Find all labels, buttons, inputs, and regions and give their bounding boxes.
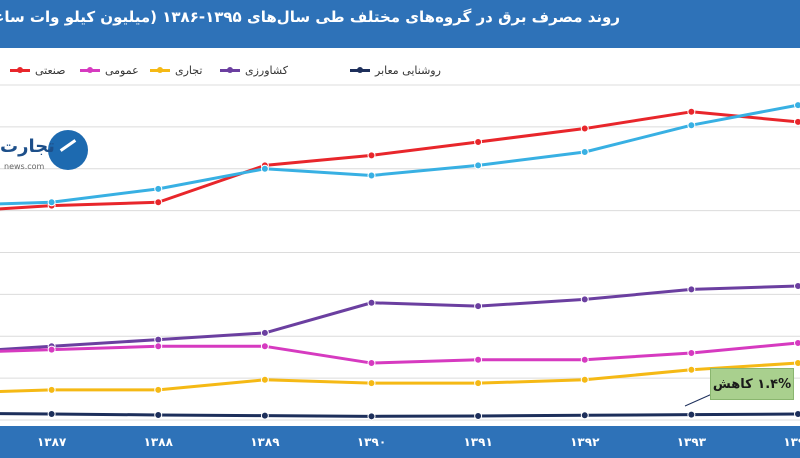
legend-item: تجاری [150,64,202,77]
x-axis-bar [0,426,800,458]
data-point-3-2 [154,342,163,351]
data-point-1-3 [260,164,269,173]
legend-label: کشاورزی [245,64,288,77]
brand-logo: تجارت news.com [0,128,92,182]
data-point-5-7 [687,410,696,419]
legend-item: کشاورزی [220,64,288,77]
legend: صنعتی عمومی تجاری کشاورزی روشنایی معابر [0,60,800,84]
data-point-4-8 [794,359,800,368]
data-point-2-3 [260,328,269,337]
data-point-2-4 [367,298,376,307]
data-point-1-6 [580,148,589,156]
data-point-5-8 [794,409,800,418]
data-point-1-4 [367,171,376,180]
data-point-4-7 [687,365,696,374]
x-tick-label: ۱۳۸۸ [144,435,174,449]
data-point-4-2 [154,385,163,394]
data-point-4-6 [580,375,589,384]
data-point-0-2 [154,198,163,207]
data-point-1-7 [687,121,696,130]
legend-swatch [220,66,240,73]
x-tick-label: ۱۳۹۳ [677,435,707,449]
data-point-2-6 [580,295,589,304]
data-point-3-5 [474,355,483,364]
x-tick-label: ۱۳۹۰ [357,435,386,449]
data-point-0-5 [474,137,483,146]
data-point-1-2 [154,184,163,193]
data-point-2-8 [794,282,800,290]
x-tick-label: ۱۳۹۲ [570,435,600,449]
data-point-5-4 [367,412,376,421]
data-point-2-7 [687,285,696,294]
annotation-box: ۱.۴% کاهش [710,368,794,400]
legend-swatch [350,66,370,73]
legend-label: روشنایی معابر [375,64,441,77]
data-point-0-7 [687,107,696,116]
legend-label: صنعتی [35,64,66,77]
data-point-3-8 [794,338,800,347]
data-point-3-7 [687,349,696,357]
data-point-5-1 [47,409,56,418]
legend-item: عمومی [80,64,139,77]
data-point-3-3 [260,342,269,351]
data-point-1-8 [794,101,800,110]
data-point-3-1 [47,345,56,354]
legend-label: عمومی [105,64,139,77]
logo-url: news.com [4,162,45,171]
x-tick-label: ۱۳۹۴ [783,435,800,449]
data-point-4-3 [260,375,269,384]
data-point-5-5 [474,411,483,420]
legend-label: تجاری [175,64,203,77]
x-tick-label: ۱۳۸۹ [250,435,280,449]
data-point-4-5 [474,379,483,388]
x-tick-label: ۱۳۸۷ [37,435,67,449]
logo-brand: تجارت [0,136,55,157]
data-point-1-5 [474,161,483,170]
legend-swatch [10,66,30,73]
data-point-2-5 [474,302,483,311]
logo-icon [48,130,88,170]
legend-swatch [80,66,100,73]
data-point-1-1 [47,198,56,207]
legend-item: صنعتی [10,64,65,77]
data-point-4-1 [47,385,56,394]
legend-item: روشنایی معابر [350,64,441,77]
annotation-arrow [684,393,713,407]
data-point-0-6 [580,124,589,133]
data-point-5-6 [580,411,589,420]
title-bar: روند مصرف برق در گروه‌های مختلف طی سال‌ه… [0,0,800,48]
data-point-3-6 [580,355,589,364]
data-point-0-4 [367,151,376,160]
data-point-4-4 [367,379,376,388]
data-point-5-3 [260,411,269,420]
chart-title: روند مصرف برق در گروه‌های مختلف طی سال‌ه… [0,8,620,26]
x-tick-label: ۱۳۹۱ [463,435,492,449]
data-point-5-2 [154,410,163,419]
data-point-0-8 [794,117,800,126]
data-point-3-4 [367,359,376,368]
legend-swatch [150,66,170,73]
